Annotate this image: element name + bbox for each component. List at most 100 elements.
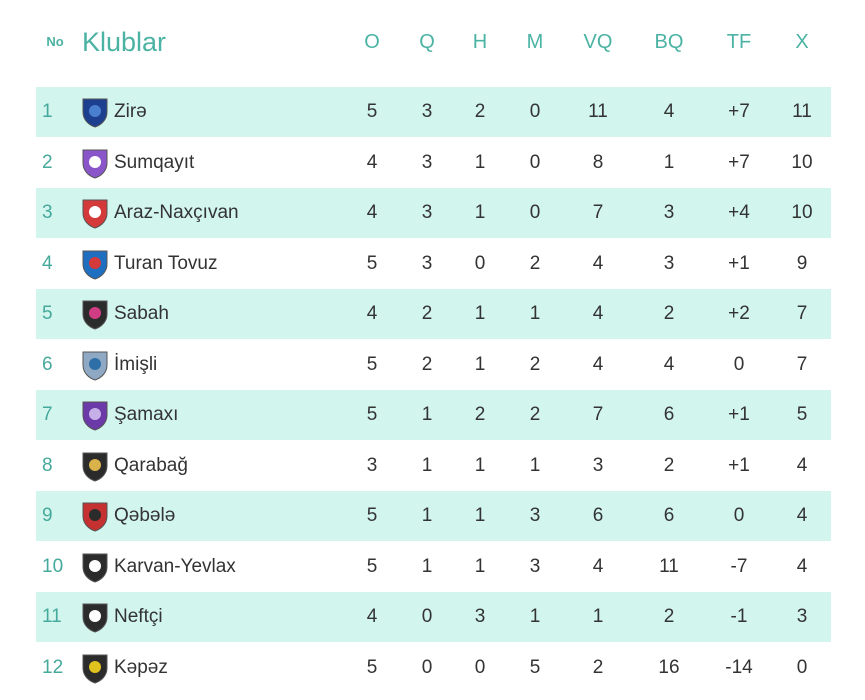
stat-played: 5 xyxy=(366,353,378,375)
club-cell[interactable]: Sumqayıt xyxy=(80,138,340,188)
qarabag-crest-icon xyxy=(80,450,110,482)
club-name[interactable]: Sumqayıt xyxy=(114,151,195,173)
stat-goals-for: 8 xyxy=(592,151,604,173)
club-cell[interactable]: Şamaxı xyxy=(80,390,340,440)
neftci-crest-icon xyxy=(80,601,110,633)
stat-goal-diff: 0 xyxy=(733,505,745,526)
stat-goals-for: 7 xyxy=(592,202,604,223)
imisli-crest-icon xyxy=(80,349,110,381)
stat-drawn: 1 xyxy=(474,202,486,223)
header-points: X xyxy=(795,31,809,53)
club-name[interactable]: Şamaxı xyxy=(114,404,179,425)
position: 3 xyxy=(42,202,53,223)
club-name[interactable]: Qəbələ xyxy=(114,505,176,526)
stat-won: 1 xyxy=(421,454,433,476)
table-row[interactable]: 6 İmişli 5 2 1 2 4 4 0 7 xyxy=(36,340,831,390)
table-row[interactable]: 7 Şamaxı 5 1 2 2 7 6 +1 5 xyxy=(36,390,831,440)
club-name[interactable]: Araz-Naxçıvan xyxy=(114,202,239,223)
table-row[interactable]: 4 Turan Tovuz 5 3 0 2 4 3 +1 9 xyxy=(36,239,831,289)
stat-goals-against: 2 xyxy=(663,454,675,476)
stat-goals-against: 3 xyxy=(663,202,675,223)
club-name[interactable]: Sabah xyxy=(114,303,169,324)
kepez-crest-icon xyxy=(80,652,110,684)
stat-goals-against: 4 xyxy=(663,353,675,375)
club-name[interactable]: Kəpəz xyxy=(114,656,168,678)
club-cell[interactable]: Turan Tovuz xyxy=(80,239,340,289)
stat-played: 5 xyxy=(366,404,378,425)
table-row[interactable]: 1 Zirə 5 3 2 0 11 4 +7 11 xyxy=(36,87,831,137)
stat-lost: 0 xyxy=(529,151,541,173)
table-row[interactable]: 9 Qəbələ 5 1 1 3 6 6 0 4 xyxy=(36,491,831,541)
club-cell[interactable]: Sabah xyxy=(80,289,340,339)
table-row[interactable]: 2 Sumqayıt 4 3 1 0 8 1 +7 10 xyxy=(36,138,831,188)
club-name[interactable]: Zirə xyxy=(114,101,147,122)
position: 10 xyxy=(42,555,64,577)
position: 11 xyxy=(42,606,62,627)
club-name[interactable]: Karvan-Yevlax xyxy=(114,555,236,577)
table-row[interactable]: 3 Araz-Naxçıvan 4 3 1 0 7 3 +4 10 xyxy=(36,188,831,238)
header-clubs: Klublar xyxy=(82,27,167,57)
stat-played: 5 xyxy=(366,101,378,122)
stat-goals-against: 11 xyxy=(659,555,679,577)
club-cell[interactable]: Kəpəz xyxy=(80,643,340,693)
stat-goal-diff: +1 xyxy=(728,454,750,476)
stat-lost: 2 xyxy=(529,353,541,375)
position: 4 xyxy=(42,252,53,274)
position: 7 xyxy=(42,404,53,425)
stat-played: 5 xyxy=(366,555,378,577)
sumqayit-crest-icon xyxy=(80,147,110,179)
stat-drawn: 0 xyxy=(474,656,486,678)
stat-goals-against: 2 xyxy=(663,606,675,627)
stat-lost: 1 xyxy=(529,606,541,627)
stat-points: 0 xyxy=(796,656,808,678)
club-name[interactable]: Turan Tovuz xyxy=(114,252,218,274)
club-cell[interactable]: İmişli xyxy=(80,340,340,390)
club-cell[interactable]: Qarabağ xyxy=(80,441,340,491)
araz-naxcivan-crest-icon xyxy=(80,197,110,229)
stat-drawn: 1 xyxy=(474,151,486,173)
club-cell[interactable]: Neftçi xyxy=(80,592,340,642)
stat-goal-diff: 0 xyxy=(733,353,745,375)
header-goal-diff: TF xyxy=(726,31,752,53)
stat-goal-diff: +1 xyxy=(728,404,750,425)
stat-goals-against: 1 xyxy=(663,151,675,173)
stat-points: 10 xyxy=(791,202,813,223)
stat-goal-diff: +4 xyxy=(728,202,750,223)
position: 2 xyxy=(42,151,53,173)
stat-points: 4 xyxy=(796,505,808,526)
table-row[interactable]: 5 Sabah 4 2 1 1 4 2 +2 7 xyxy=(36,289,831,339)
sabah-crest-icon xyxy=(80,298,110,330)
stat-drawn: 3 xyxy=(474,606,486,627)
table-row[interactable]: 10 Karvan-Yevlax 5 1 1 3 4 11 -7 4 xyxy=(36,542,831,592)
club-cell[interactable]: Qəbələ xyxy=(80,491,340,541)
table-row[interactable]: 8 Qarabağ 3 1 1 1 3 2 +1 4 xyxy=(36,441,831,491)
stat-won: 2 xyxy=(421,353,433,375)
stat-won: 3 xyxy=(421,252,433,274)
table-row[interactable]: 11 Neftçi 4 0 3 1 1 2 -1 3 xyxy=(36,592,831,642)
stat-goals-for: 4 xyxy=(592,303,604,324)
stat-goals-for: 2 xyxy=(592,656,604,678)
stat-goals-for: 6 xyxy=(592,505,604,526)
stat-goal-diff: -14 xyxy=(725,656,753,678)
stat-goals-against: 2 xyxy=(663,303,675,324)
header-drawn: H xyxy=(472,31,488,53)
stat-lost: 2 xyxy=(529,404,541,425)
position: 12 xyxy=(42,656,64,678)
header-lost: M xyxy=(526,31,544,53)
table-row[interactable]: 12 Kəpəz 5 0 0 5 2 16 -14 0 xyxy=(36,643,831,693)
club-name[interactable]: Neftçi xyxy=(114,606,163,627)
stat-won: 3 xyxy=(421,151,433,173)
stat-lost: 3 xyxy=(529,555,541,577)
position: 1 xyxy=(42,101,53,122)
stat-goals-for: 4 xyxy=(592,353,604,375)
header-goals-against: BQ xyxy=(654,31,684,53)
club-cell[interactable]: Zirə xyxy=(80,87,340,137)
club-cell[interactable]: Karvan-Yevlax xyxy=(80,542,340,592)
club-cell[interactable]: Araz-Naxçıvan xyxy=(80,188,340,238)
club-name[interactable]: İmişli xyxy=(114,353,158,375)
header-goals-for: VQ xyxy=(583,31,613,53)
stat-lost: 0 xyxy=(529,202,541,223)
club-name[interactable]: Qarabağ xyxy=(114,454,188,476)
stat-goals-against: 6 xyxy=(663,505,675,526)
